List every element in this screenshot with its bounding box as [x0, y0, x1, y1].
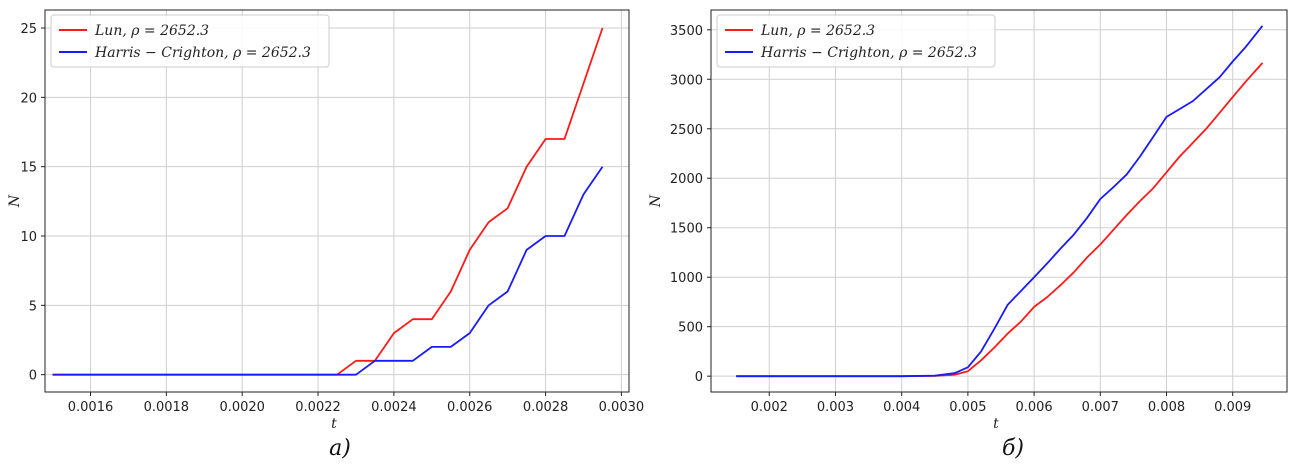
y-tick-label-5: 2500	[670, 123, 703, 138]
y-tick-label-3: 1500	[670, 222, 703, 237]
y-tick-label-2: 10	[20, 230, 37, 245]
y-axis-label: N	[648, 194, 664, 208]
x-tick-label-6: 0.0028	[523, 400, 569, 415]
series-line-1	[52, 166, 604, 376]
series-line-0	[52, 27, 604, 376]
series-line-0	[736, 62, 1264, 378]
y-tick-label-4: 2000	[670, 172, 703, 187]
x-tick-label-0: 0.002	[751, 400, 788, 415]
y-axis-label: N	[7, 194, 23, 208]
y-tick-label-7: 3500	[670, 24, 703, 39]
y-tick-label-1: 500	[678, 321, 703, 336]
y-tick-label-0: 0	[29, 369, 37, 384]
x-tick-label-5: 0.0026	[447, 400, 493, 415]
x-tick-label-3: 0.005	[949, 400, 986, 415]
legend: Lun, ρ = 2652.3 Harris − Crighton, ρ = 26…	[50, 14, 330, 68]
x-tick-label-4: 0.006	[1015, 400, 1052, 415]
panel-caption: б)	[1002, 436, 1024, 461]
x-tick-label-2: 0.004	[883, 400, 920, 415]
y-tick-label-2: 1000	[670, 271, 703, 286]
panel-caption: а)	[329, 436, 351, 461]
plot-frame	[44, 9, 630, 393]
chart-panel-a: 0.0016 0.0018 0.0020 0.0022 0.0024 0.0026 0.00…	[7, 9, 645, 461]
x-tick-label-5: 0.007	[1082, 400, 1119, 415]
x-axis-label: t	[993, 416, 999, 432]
y-tick-label-0: 0	[695, 370, 703, 385]
legend-label-1: Harris − Crighton, ρ = 2652.3	[760, 45, 977, 61]
x-tick-label-1: 0.0018	[144, 400, 190, 415]
series-line-1	[736, 25, 1264, 378]
legend-box	[716, 14, 996, 68]
y-tick-label-4: 20	[20, 91, 37, 106]
x-tick-label-3: 0.0022	[295, 400, 341, 415]
x-tick-label-6: 0.008	[1148, 400, 1185, 415]
y-tick-label-5: 25	[20, 22, 37, 37]
x-tick-label-4: 0.0024	[371, 400, 417, 415]
x-tick-label-1: 0.003	[817, 400, 854, 415]
x-tick-label-7: 0.0030	[599, 400, 645, 415]
x-tick-label-7: 0.009	[1214, 400, 1251, 415]
y-tick-label-6: 3000	[670, 73, 703, 88]
y-tick-label-1: 5	[29, 299, 37, 314]
chart-panel-b: 0.002 0.003 0.004 0.005 0.006 0.007 0.008 0.009…	[648, 9, 1288, 461]
plot-frame	[710, 9, 1288, 393]
x-tick-label-0: 0.0016	[68, 400, 114, 415]
y-tick-label-3: 15	[20, 161, 37, 176]
legend-label-0: Lun, ρ = 2652.3	[94, 23, 209, 39]
x-tick-label-2: 0.0020	[219, 400, 265, 415]
x-axis-label: t	[331, 416, 337, 432]
legend-label-0: Lun, ρ = 2652.3	[760, 23, 875, 39]
legend-label-1: Harris − Crighton, ρ = 2652.3	[94, 45, 311, 61]
legend: Lun, ρ = 2652.3 Harris − Crighton, ρ = 26…	[716, 14, 996, 68]
legend-box	[50, 14, 330, 68]
